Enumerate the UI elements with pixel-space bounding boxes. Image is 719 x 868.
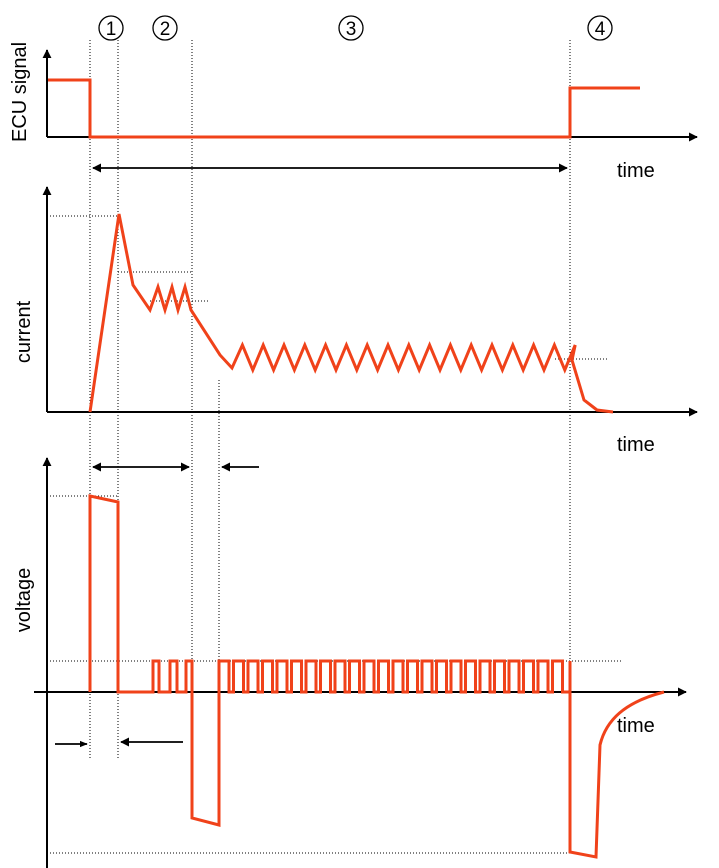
voltage-x-label: time — [617, 715, 655, 737]
interval-arrows — [55, 462, 259, 748]
ecu-y-label: ECU signal — [9, 42, 31, 142]
phase-number: 4 — [595, 19, 606, 40]
phase-marker-1: 1 — [98, 15, 124, 41]
phase-marker-2: 2 — [152, 15, 178, 41]
phase-number: 2 — [160, 19, 171, 40]
current-panel: current time — [13, 186, 698, 456]
ecu-x-label: time — [617, 160, 655, 182]
phase-circle — [152, 15, 178, 41]
voltage-trace — [88, 494, 665, 859]
phase-circle — [587, 15, 613, 41]
voltage-y-label: voltage — [13, 568, 35, 633]
current-y-label: current — [13, 300, 35, 363]
phase-number: 3 — [346, 19, 357, 40]
phase-number: 1 — [106, 19, 117, 40]
phase-circle — [98, 15, 124, 41]
ecu-signal-panel: ECU signal time — [9, 42, 698, 182]
phase-marker-4: 4 — [587, 15, 613, 41]
phase-marker-3: 3 — [338, 15, 364, 41]
phase-circle — [338, 15, 364, 41]
ecu-signal-trace — [48, 78, 640, 139]
current-x-label: time — [617, 434, 655, 456]
voltage-panel: voltage time — [13, 457, 687, 868]
current-trace — [88, 213, 614, 414]
phase-boundaries — [89, 40, 571, 850]
